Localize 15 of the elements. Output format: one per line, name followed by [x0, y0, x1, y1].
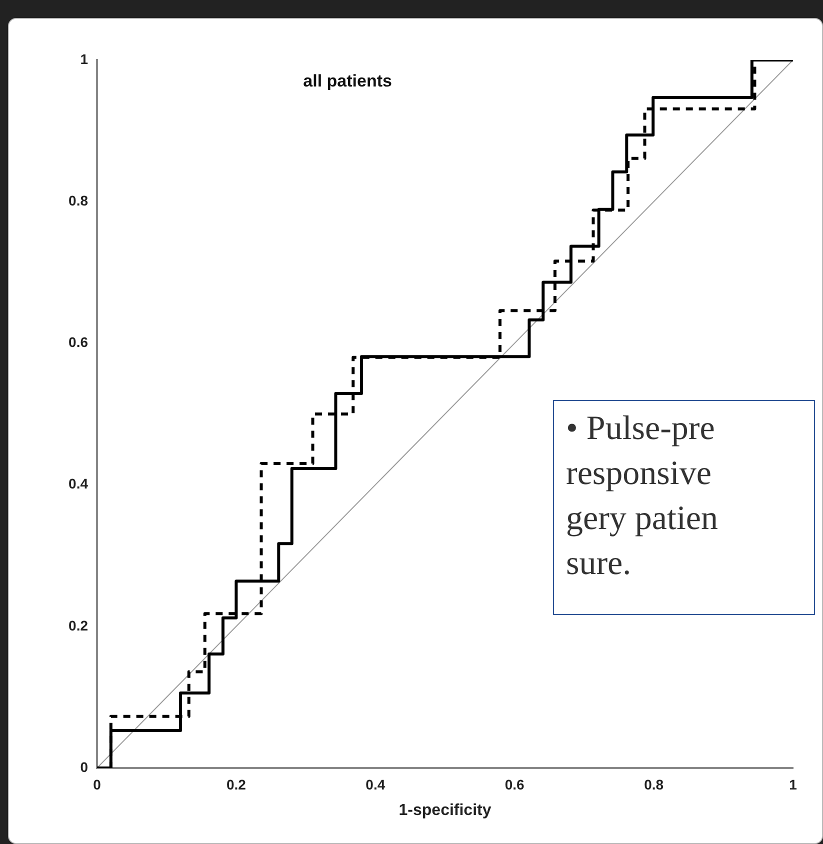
y-tick-label: 0 — [80, 758, 88, 775]
x-tick-label: 0.8 — [644, 776, 664, 792]
y-tick-label: 0.4 — [68, 476, 88, 492]
y-tick-label: 1 — [80, 50, 88, 67]
x-tick-label: 0 — [93, 776, 102, 792]
x-tick-label: 0.6 — [504, 776, 525, 792]
x-axis-title: 1-specificity — [398, 802, 492, 819]
y-tick-label: 0.6 — [68, 334, 88, 350]
x-tick-label: 1 — [789, 776, 798, 792]
y-tick-label: 0.8 — [68, 192, 88, 208]
text: all patients — [303, 72, 392, 91]
y-tick-label: 0.2 — [68, 617, 88, 634]
x-tick-label: 0.4 — [366, 776, 386, 792]
callout-box: • Pulse-pre responsive gery patien sure. — [553, 400, 815, 615]
x-tick-label: 0.2 — [226, 776, 246, 792]
